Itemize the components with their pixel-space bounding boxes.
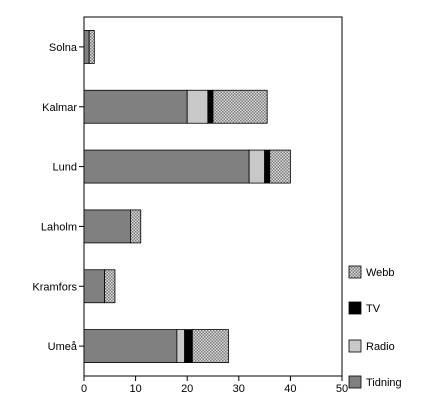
bar-solna-tidning — [83, 30, 90, 64]
bar-laholm-webb — [130, 209, 142, 244]
bar-umea-radio — [176, 329, 186, 363]
y-tick-label-lund: Lund — [53, 162, 77, 174]
x-tick-label-20: 20 — [181, 383, 193, 395]
bar-kalmar-webb — [212, 89, 268, 124]
legend-swatch-webb — [348, 265, 362, 279]
bar-umea-webb — [191, 329, 229, 363]
bar-kramfors-webb — [104, 269, 116, 304]
bar-umea-tv — [184, 329, 193, 363]
legend-label-tidning: Tidning — [366, 377, 402, 389]
legend-swatch-tv — [348, 301, 362, 315]
legend-swatch-tidning — [348, 375, 362, 389]
bar-solna-webb — [88, 30, 95, 64]
y-tick-label-solna: Solna — [49, 42, 78, 54]
y-tick-label-laholm: Laholm — [41, 221, 77, 233]
bar-lund-radio — [248, 149, 265, 184]
bar-kalmar-tidning — [83, 89, 188, 124]
legend-label-radio: Radio — [366, 341, 395, 353]
y-tick-label-umea: Umeå — [48, 341, 78, 353]
bar-kalmar-tv — [207, 89, 214, 124]
bar-lund-tidning — [83, 149, 250, 184]
x-tick-label-10: 10 — [129, 383, 141, 395]
bar-lund-webb — [269, 149, 291, 184]
legend-label-webb: Webb — [366, 267, 395, 279]
bar-lund-tv — [264, 149, 271, 184]
bar-laholm-tidning — [83, 209, 131, 244]
x-tick-label-30: 30 — [233, 383, 245, 395]
bar-kalmar-radio — [186, 89, 209, 124]
legend-swatch-radio — [348, 339, 362, 353]
plot-area — [83, 16, 343, 377]
x-tick-label-50: 50 — [336, 383, 348, 395]
x-tick-label-0: 0 — [81, 383, 87, 395]
y-tick-label-kramfors: Kramfors — [32, 281, 77, 293]
x-tick-label-40: 40 — [284, 383, 296, 395]
y-tick-label-kalmar: Kalmar — [42, 102, 77, 114]
legend-label-tv: TV — [366, 303, 381, 315]
bar-umea-tidning — [83, 329, 178, 363]
bar-kramfors-tidning — [83, 269, 106, 304]
